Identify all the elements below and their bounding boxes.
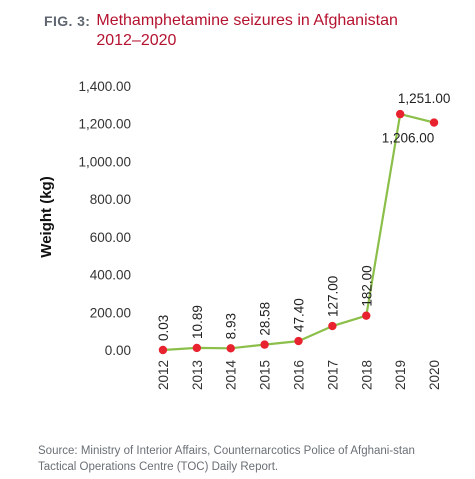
data-markers: [158, 109, 439, 355]
y-tick-label: 1,400.00: [78, 79, 131, 94]
data-label: 127.00: [325, 276, 340, 317]
data-point: [158, 345, 168, 355]
x-axis-ticks: 2012 2013 2014 2015 2016 2017 2018 2019 2020: [156, 360, 442, 391]
data-labels: 0.03 10.89 8.93 28.58 47.40 127.00 182.00 1,251…: [156, 91, 451, 341]
x-tick-label: 2018: [359, 360, 374, 390]
chart-title: Methamphetamine seizures in Afghanistan …: [96, 12, 398, 49]
data-label: 28.58: [258, 302, 273, 336]
data-label: 47.40: [292, 298, 307, 332]
y-tick-label: 1,000.00: [78, 154, 131, 169]
y-tick-label: 0.00: [105, 343, 131, 358]
figure-number: FIG. 3:: [44, 13, 91, 29]
data-label: 1,206.00: [382, 131, 435, 146]
y-tick-label: 800.00: [90, 192, 131, 207]
data-point: [429, 118, 439, 127]
data-label: 8.93: [224, 313, 239, 339]
x-tick-label: 2013: [190, 360, 205, 390]
source-note: Source: Ministry of Interior Affairs, Co…: [38, 445, 415, 473]
data-point: [362, 311, 371, 320]
x-tick-label: 2015: [258, 360, 273, 390]
x-tick-label: 2016: [292, 360, 307, 390]
x-tick-label: 2020: [427, 360, 442, 390]
data-point: [192, 343, 202, 353]
data-label: 182.00: [359, 265, 374, 306]
x-tick-label: 2019: [393, 360, 408, 390]
data-point: [395, 109, 405, 119]
data-point: [294, 336, 303, 346]
line-chart: Weight (kg) 0.00 200.00 400.00 600.00 800.00…: [38, 79, 451, 391]
y-axis-title: Weight (kg): [38, 176, 55, 257]
data-point: [328, 321, 337, 331]
x-tick-label: 2012: [156, 360, 171, 390]
x-tick-label: 2017: [325, 360, 340, 390]
data-point: [260, 340, 269, 349]
data-label: 0.03: [156, 315, 171, 341]
figure-header: FIG. 3: Methamphetamine seizures in Afgh…: [44, 11, 464, 51]
y-axis-ticks: 0.00 200.00 400.00 600.00 800.00 1,000.00 1,20…: [78, 79, 131, 358]
y-tick-label: 600.00: [90, 230, 131, 245]
data-label: 10.89: [190, 305, 205, 339]
data-label: 1,251.00: [398, 91, 451, 106]
data-point: [226, 344, 235, 353]
y-tick-label: 400.00: [90, 268, 131, 283]
y-tick-label: 1,200.00: [78, 117, 131, 132]
y-tick-label: 200.00: [90, 305, 131, 320]
x-tick-label: 2014: [224, 360, 239, 391]
